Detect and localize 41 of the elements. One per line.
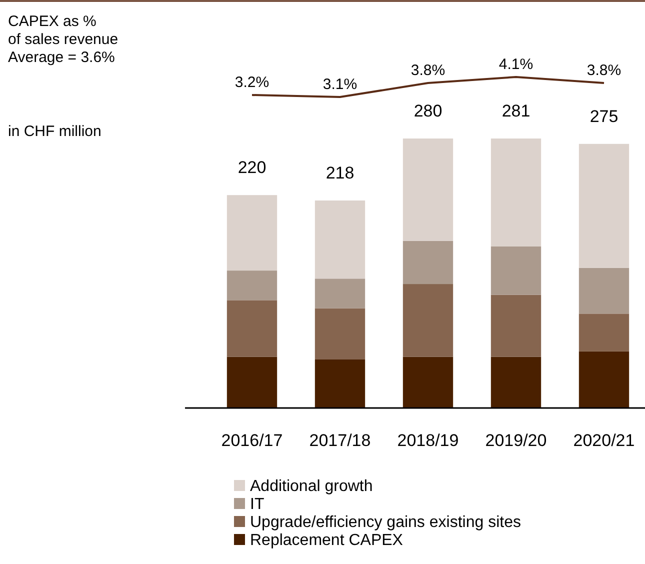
bar (490, 246, 542, 295)
annotation: 218 (326, 163, 354, 182)
bar (314, 200, 366, 279)
bar (578, 351, 630, 408)
data-label: 3.2% (234, 74, 270, 91)
legend-label: IT (250, 496, 264, 513)
bar (226, 270, 278, 300)
legend-label: Upgrade/efficiency gains existing sites (250, 514, 521, 531)
bar (314, 359, 366, 408)
x-tick-label: 2017/18 (309, 431, 371, 450)
data-label: 3.8% (410, 62, 446, 79)
bar (402, 240, 454, 284)
x-tick-label: 2018/19 (397, 431, 459, 450)
annotation: 281 (502, 102, 530, 120)
legend-label: Replacement CAPEX (250, 532, 404, 549)
bar (490, 138, 542, 246)
bar (314, 278, 366, 308)
bar (226, 356, 278, 408)
bar (490, 356, 542, 408)
legend-label: Additional growth (250, 478, 373, 495)
x-tick-label: 2016/17 (221, 431, 283, 450)
bar (226, 300, 278, 357)
bar (578, 144, 630, 268)
bar (490, 294, 542, 357)
bar (578, 314, 630, 352)
bar (314, 308, 366, 360)
x-tick-label: 2019/20 (485, 431, 547, 450)
bar (402, 138, 454, 241)
annotation: 280 (414, 102, 442, 120)
data-label: 3.8% (586, 62, 622, 79)
annotation: 275 (590, 106, 618, 126)
annotation: 220 (238, 158, 266, 178)
text: in CHF million (8, 123, 102, 140)
x-tick-label: 2020/21 (573, 431, 635, 450)
data-label: 4.1% (498, 56, 534, 73)
bar (578, 268, 630, 314)
data-label: 3.1% (322, 76, 358, 93)
text: CAPEX as % of sales revenue Average = 3.6% (8, 13, 118, 66)
bar (402, 356, 454, 408)
bar (402, 284, 454, 357)
bar (226, 195, 278, 271)
